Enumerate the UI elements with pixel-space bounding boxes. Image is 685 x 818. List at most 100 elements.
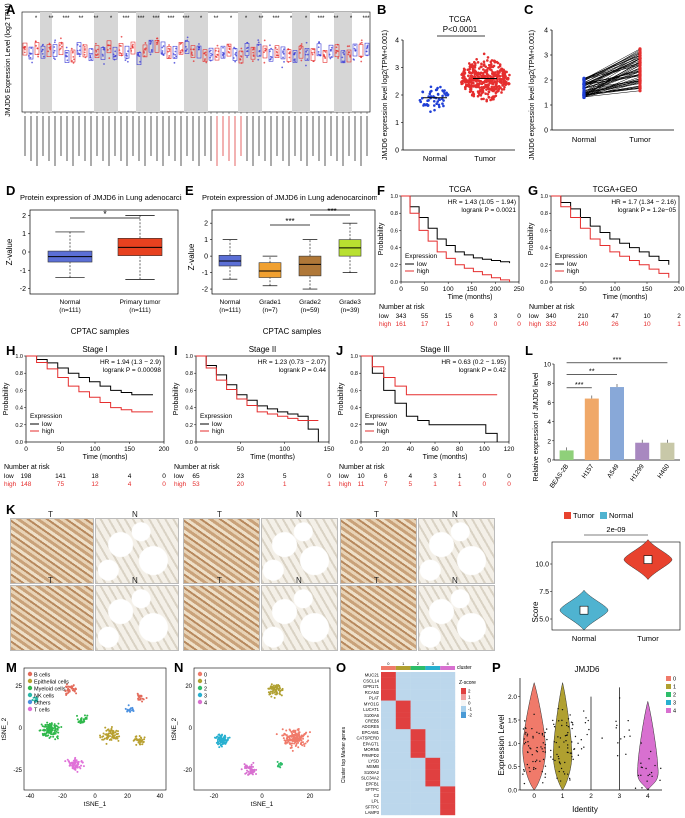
panel-i-risk-high-cell: 53 — [192, 481, 200, 488]
panel-c-pair-line — [583, 87, 641, 95]
panel-a-point — [360, 60, 363, 63]
panel-m-legend-label: Myeloid cells — [34, 687, 66, 693]
panel-b-point — [468, 67, 472, 71]
panel-p-ytick-label: 1.0 — [508, 741, 517, 748]
panel-b-point — [487, 90, 491, 93]
panel-a-point — [348, 51, 350, 53]
panel-p-point — [640, 742, 642, 744]
panel-m-point — [137, 697, 140, 700]
panel-b-point — [494, 84, 498, 88]
panel-o-gene-label: SLC34A2 — [361, 776, 380, 781]
panel-b-point — [494, 71, 497, 74]
panel-p-point — [640, 766, 643, 768]
panel-f-risk-high-cell: high — [379, 321, 392, 328]
panel-p-point — [525, 731, 527, 734]
panel-a-star: * — [35, 16, 38, 22]
panel-b-point — [484, 92, 487, 95]
panel-a-box — [112, 46, 118, 60]
panel-p-point — [628, 729, 630, 731]
panel-o-cluster-id: 2 — [417, 661, 420, 666]
panel-n-point — [244, 772, 247, 775]
panel-e-box-chart: Protein expression of JMJD6 in Lung aden… — [187, 193, 377, 336]
panel-a-point — [258, 49, 261, 52]
panel-o-cluster-bar — [440, 666, 455, 670]
panel-a-point — [53, 46, 56, 48]
panel-m-point — [54, 738, 57, 741]
panel-p-point — [559, 763, 562, 765]
panel-a-point — [84, 48, 86, 50]
panel-p-point — [615, 727, 617, 729]
panel-k-ytick-label: 7.5 — [539, 589, 549, 596]
panel-b-point — [433, 108, 436, 112]
panel-n-point — [217, 738, 220, 741]
panel-m-point — [116, 735, 119, 738]
panel-p-point — [553, 723, 555, 726]
panel-j-xlabel: Time (months) — [423, 454, 468, 461]
panel-m-point — [107, 728, 110, 731]
panel-n-xtick-label: -20 — [210, 794, 219, 800]
panel-n-point — [250, 770, 253, 773]
panel-g-risk-high-cell: 332 — [546, 321, 557, 328]
panel-a-box — [106, 40, 112, 54]
panel-o-cell — [440, 734, 456, 741]
panel-n-point — [308, 731, 311, 734]
panel-b-point — [482, 52, 486, 56]
panel-n-point — [285, 734, 288, 737]
panel-n-point — [304, 742, 307, 745]
panel-g-ytick-label: 0.6 — [540, 228, 548, 234]
panel-g-xtick-label: 200 — [674, 286, 685, 293]
panel-a-point — [95, 49, 98, 52]
panel-a-box — [88, 48, 94, 62]
panel-a-point — [227, 50, 230, 53]
panel-o-gene-label: LUCAT1 — [363, 707, 379, 712]
panel-a-point — [257, 39, 260, 42]
panel-n-point — [301, 744, 304, 747]
panel-m-point — [103, 737, 106, 740]
panel-p-point — [570, 721, 573, 723]
panel-a-point — [190, 51, 193, 54]
panel-o-gene-label: FRMPD2 — [362, 753, 380, 758]
panel-f-frame — [400, 195, 520, 283]
panel-p-point — [545, 728, 548, 730]
panel-g-high-curve — [551, 195, 670, 278]
panel-c-ytick-label: 1 — [544, 103, 548, 110]
panel-p-point — [544, 776, 546, 778]
panel-o-cell — [440, 763, 456, 770]
panel-a-point — [360, 39, 363, 42]
panel-m-point — [109, 730, 112, 733]
panel-o-cell — [395, 752, 411, 758]
panel-p-violin — [637, 700, 659, 791]
panel-a-point — [289, 51, 291, 54]
panel-n-point — [247, 766, 250, 769]
panel-p-legend-swatch — [666, 708, 671, 713]
panel-a-tick-label — [294, 116, 296, 156]
panel-a-pan-cancer-boxplot: * ** *** ** ** * *** *** *** *** *** * ** * * ** *** * * **… — [5, 3, 371, 166]
panel-f-ytick-label: 0.2 — [390, 263, 398, 269]
panel-p-point — [651, 775, 653, 778]
panel-o-cell — [425, 723, 441, 730]
panel-a-point — [72, 55, 75, 58]
panel-p-point — [566, 734, 569, 736]
panel-l-ytick-label: 8 — [547, 381, 551, 388]
panel-a-point — [264, 49, 267, 52]
panel-p-point — [536, 751, 539, 753]
panel-b-point — [504, 75, 507, 78]
panel-n-point — [299, 742, 302, 745]
ihc-label-t4: T — [217, 576, 222, 585]
panel-a-point — [300, 43, 303, 45]
panel-f-risk-high-cell: 161 — [396, 321, 407, 328]
panel-a-point — [65, 55, 68, 58]
panel-b-point — [507, 82, 510, 86]
panel-i-ytick-label: 0.0 — [185, 440, 193, 446]
panel-a-point — [49, 48, 52, 51]
panel-m-point — [105, 742, 108, 745]
panel-p-point — [532, 735, 534, 738]
panel-j-ytick-label: 0.0 — [350, 440, 358, 446]
panel-a-star: * — [305, 16, 308, 22]
panel-f-logrank: logrank P = 0.0021 — [461, 207, 516, 214]
panel-m-point — [64, 760, 67, 763]
panel-o-cell — [395, 672, 411, 678]
panel-a-box — [298, 45, 304, 59]
panel-b-point — [475, 83, 478, 87]
